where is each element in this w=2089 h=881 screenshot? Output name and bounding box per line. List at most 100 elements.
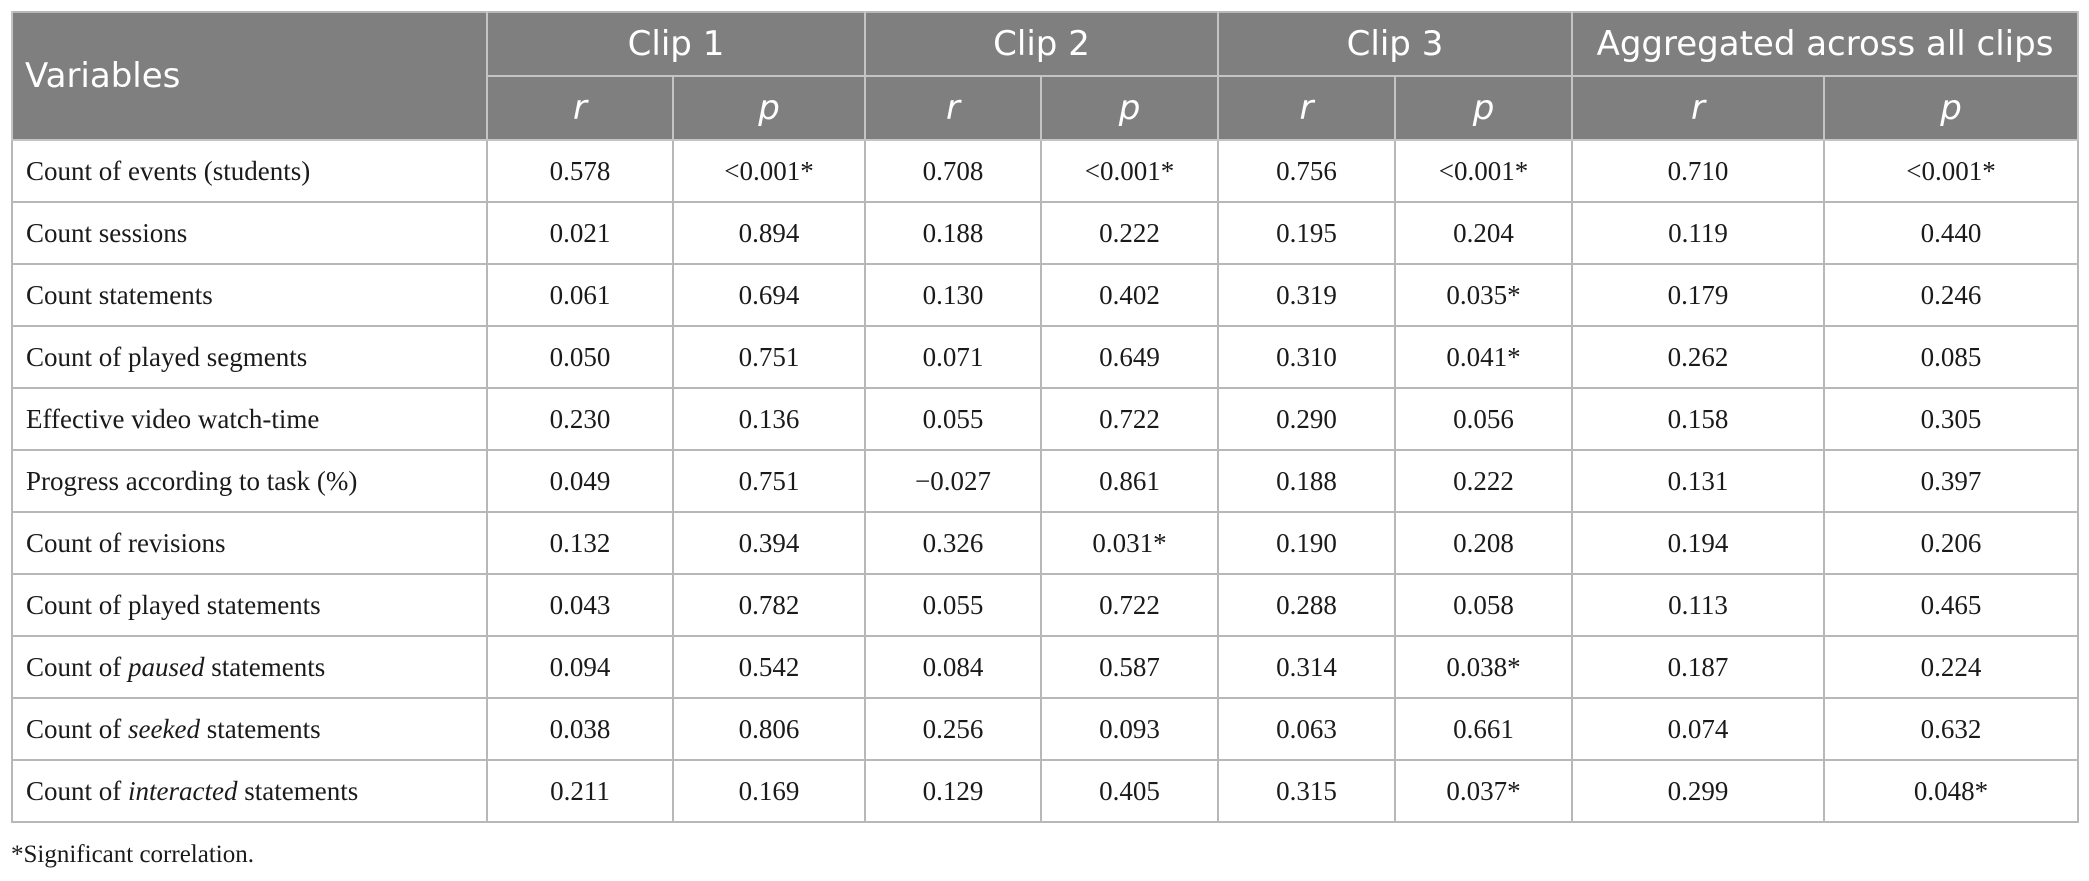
clip-1-r-value: 0.038	[486, 697, 674, 761]
clip-1-r-value: 0.132	[486, 511, 674, 575]
clip-3-r-header: r	[1217, 76, 1396, 141]
clip-3-p-value: 0.041*	[1394, 325, 1573, 389]
clip-2-p-value: 0.222	[1040, 201, 1219, 265]
table-body: Count of events (students) 0.578 <0.001* 0.…	[11, 139, 2079, 823]
variable-name-cell: Count of played statements	[11, 573, 488, 637]
table-row: Count of paused statements 0.094 0.542 0.08…	[11, 635, 2079, 699]
variable-name-cell: Progress according to task (%)	[11, 449, 488, 513]
aggregated-p-value: 0.246	[1823, 263, 2079, 327]
aggregated-p-value: 0.632	[1823, 697, 2079, 761]
header-row-groups: Variables Clip 1 Clip 2 Clip 3 Aggregate…	[11, 12, 2079, 141]
clip-3-p-value: 0.037*	[1394, 759, 1573, 823]
clip-2-r-value: 0.055	[864, 573, 1042, 637]
aggregated-p-value: 0.224	[1823, 635, 2079, 699]
clip-1-p-value: 0.694	[672, 263, 866, 327]
aggregated-p-header: p	[1823, 76, 2079, 141]
variable-name-text: Count of	[26, 713, 129, 744]
clip-3-r-value: 0.290	[1217, 387, 1396, 451]
clip-1-r-value: 0.043	[486, 573, 674, 637]
footnote: *Significant correlation.	[11, 841, 254, 868]
clip-1-p-value: 0.751	[672, 325, 866, 389]
variable-name-suffix: statements	[199, 713, 321, 744]
aggregated-header: Aggregated across all clips	[1571, 12, 2079, 77]
clip-1-r-value: 0.211	[486, 759, 674, 823]
clip-3-r-value: 0.314	[1217, 635, 1396, 699]
clip-1-r-value: 0.061	[486, 263, 674, 327]
clip-2-p-value: 0.031*	[1040, 511, 1219, 575]
clip-2-p-value: 0.649	[1040, 325, 1219, 389]
clip-1-p-value: 0.169	[672, 759, 866, 823]
table-row: Count of interacted statements 0.211 0.169…	[11, 759, 2079, 823]
aggregated-r-value: 0.074	[1571, 697, 1825, 761]
aggregated-p-value: 0.440	[1823, 201, 2079, 265]
clip-1-p-value: 0.806	[672, 697, 866, 761]
clip-3-p-value: 0.058	[1394, 573, 1573, 637]
header-row-stats: r p r p r p r p	[12, 76, 2079, 141]
variable-name-text: Effective video watch-time	[26, 403, 320, 434]
variable-name-text: Count of events (students)	[26, 155, 311, 186]
aggregated-r-value: 0.179	[1571, 263, 1825, 327]
aggregated-p-value: <0.001*	[1823, 139, 2079, 203]
clip-1-r-value: 0.049	[486, 449, 674, 513]
variable-name-cell: Count of paused statements	[11, 635, 488, 699]
clip-1-header: Clip 1	[486, 12, 866, 77]
clip-3-p-value: 0.208	[1394, 511, 1573, 575]
clip-2-r-value: 0.326	[864, 511, 1042, 575]
clip-1-r-value: 0.021	[486, 201, 674, 265]
aggregated-r-value: 0.710	[1571, 139, 1825, 203]
aggregated-r-header: r	[1571, 76, 1825, 141]
clip-3-p-value: 0.222	[1394, 449, 1573, 513]
clip-3-p-value: 0.038*	[1394, 635, 1573, 699]
clip-1-p-value: <0.001*	[672, 139, 866, 203]
clip-2-header: Clip 2	[864, 12, 1219, 77]
clip-1-r-value: 0.094	[486, 635, 674, 699]
clip-2-r-value: 0.071	[864, 325, 1042, 389]
clip-2-r-value: 0.084	[864, 635, 1042, 699]
variable-name-text: Progress according to task (%)	[26, 465, 358, 496]
clip-2-r-value: 0.129	[864, 759, 1042, 823]
clip-3-p-value: 0.204	[1394, 201, 1573, 265]
clip-1-p-value: 0.782	[672, 573, 866, 637]
clip-1-r-value: 0.050	[486, 325, 674, 389]
table-row: Effective video watch-time 0.230 0.136 0.05…	[11, 387, 2079, 451]
aggregated-r-value: 0.262	[1571, 325, 1825, 389]
aggregated-p-value: 0.085	[1823, 325, 2079, 389]
variables-header: Variables	[11, 12, 488, 141]
clip-2-p-value: 0.722	[1040, 387, 1219, 451]
clip-3-r-value: 0.756	[1217, 139, 1396, 203]
clip-1-p-value: 0.751	[672, 449, 866, 513]
variable-name-suffix: statements	[237, 775, 359, 806]
clip-3-r-value: 0.315	[1217, 759, 1396, 823]
aggregated-r-value: 0.113	[1571, 573, 1825, 637]
clip-3-r-value: 0.310	[1217, 325, 1396, 389]
clip-2-p-value: 0.722	[1040, 573, 1219, 637]
variable-name-cell: Count of played segments	[11, 325, 488, 389]
clip-1-p-value: 0.542	[672, 635, 866, 699]
variable-name-emphasis: paused	[128, 651, 205, 682]
correlation-table: Variables Clip 1 Clip 2 Clip 3 Aggregate…	[11, 11, 2079, 823]
clip-3-p-value: 0.035*	[1394, 263, 1573, 327]
variable-name-cell: Effective video watch-time	[11, 387, 488, 451]
aggregated-p-value: 0.465	[1823, 573, 2079, 637]
variable-name-cell: Count sessions	[11, 201, 488, 265]
aggregated-p-value: 0.397	[1823, 449, 2079, 513]
table-row: Count of revisions 0.132 0.394 0.326 0.031* 0…	[11, 511, 2079, 575]
aggregated-r-value: 0.194	[1571, 511, 1825, 575]
clip-3-p-value: 0.661	[1394, 697, 1573, 761]
clip-1-p-header: p	[672, 76, 866, 141]
aggregated-r-value: 0.119	[1571, 201, 1825, 265]
clip-2-r-value: 0.708	[864, 139, 1042, 203]
clip-1-p-value: 0.136	[672, 387, 866, 451]
variable-name-cell: Count statements	[11, 263, 488, 327]
clip-2-p-value: 0.405	[1040, 759, 1219, 823]
clip-1-r-header: r	[486, 76, 674, 141]
clip-3-p-value: <0.001*	[1394, 139, 1573, 203]
clip-2-p-value: 0.587	[1040, 635, 1219, 699]
variable-name-cell: Count of events (students)	[11, 139, 488, 203]
variable-name-text: Count statements	[26, 279, 213, 310]
variable-name-suffix: statements	[204, 651, 326, 682]
table-row: Count statements 0.061 0.694 0.130 0.402 0.31…	[11, 263, 2079, 327]
clip-3-header: Clip 3	[1217, 12, 1573, 77]
clip-2-r-value: 0.130	[864, 263, 1042, 327]
clip-2-r-value: 0.055	[864, 387, 1042, 451]
